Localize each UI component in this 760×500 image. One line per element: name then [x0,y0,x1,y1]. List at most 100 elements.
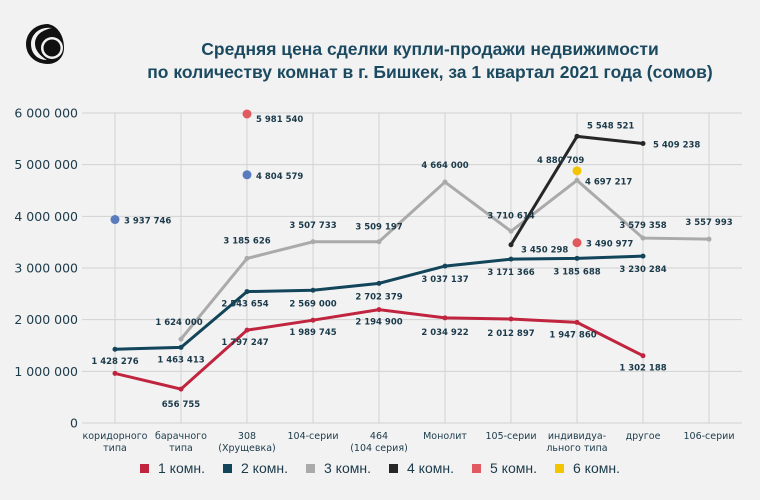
data-point [640,141,646,147]
data-point [572,238,582,248]
legend-swatch [223,463,232,473]
x-tick-label: коридорного [83,431,148,442]
chart-title-line1: Средняя цена сделки купли-продажи недвиж… [201,39,659,59]
y-tick-label: 4 000 000 [14,209,78,224]
data-label: 1 428 276 [91,357,138,367]
line-chart: 0 1 000 000 2 000 000 3 000 000 4 000 000 5 0… [14,106,742,454]
x-tick-label: барачного [155,431,207,442]
company-logo [26,24,64,64]
data-point [640,235,646,241]
data-label: 3 579 358 [619,221,666,231]
legend-item: 6 комн. [555,460,620,476]
data-label: 3 557 993 [685,218,732,228]
data-label: 5 548 521 [587,121,634,131]
data-label: 3 230 284 [619,265,666,275]
data-point [178,336,184,342]
data-point [244,255,250,261]
grid [82,112,742,424]
legend-swatch [389,463,398,473]
x-tick-label: типа [103,443,127,454]
data-label: 1 302 188 [619,364,666,374]
legend-item: 3 комн. [306,460,371,476]
data-label: 4 804 579 [256,172,303,182]
data-label: 3 171 366 [487,268,534,278]
x-tick-label: (Хрущевка) [218,443,276,454]
legend-item: 4 комн. [389,460,454,476]
data-label: 1 624 000 [155,318,202,328]
data-label: 4 697 217 [585,177,632,187]
data-point [244,327,250,333]
data-label: 2 569 000 [289,299,336,309]
x-tick-label: 105-серии [485,431,536,442]
data-label: 4 664 000 [421,161,468,171]
data-point [376,239,382,245]
data-point [574,319,580,325]
x-axis: коридорноготипабарачноготипа308(Хрущевка… [83,431,735,454]
data-label: 1 989 745 [289,328,336,338]
data-label: 3 037 137 [421,275,468,285]
y-tick-label: 3 000 000 [14,261,78,276]
data-label: 1 947 860 [549,330,596,340]
data-label: 3 937 746 [124,217,171,227]
data-point [242,109,252,119]
data-point [178,386,184,392]
x-tick-label: 308 [238,431,256,442]
legend-label: 6 комн. [573,460,620,476]
data-point [574,255,580,261]
legend: 1 комн. 2 комн. 3 комн. 4 комн. 5 комн. 6 ком… [0,460,760,476]
data-point [112,370,118,376]
y-axis: 0 1 000 000 2 000 000 3 000 000 4 000 000 5 0… [14,106,78,431]
data-label: 1 797 247 [221,338,268,348]
data-point [572,166,582,176]
y-tick-label: 0 [70,416,78,431]
data-label: 3 185 626 [223,236,270,246]
series-lines [114,134,710,391]
data-point [310,317,316,323]
data-point [442,315,448,321]
data-labels: 656 755 1 797 247 1 989 745 2 194 900 2 034 … [91,115,732,410]
data-label: 2 194 900 [355,318,402,328]
data-label: 2 034 922 [421,328,468,338]
data-label: 5 981 540 [256,115,303,125]
legend-label: 4 комн. [407,460,454,476]
data-label: 5 409 238 [653,141,700,151]
chart-title-line2: по количеству комнат в г. Бишкек, за 1 к… [147,62,713,82]
x-tick-label: Монолит [423,431,467,442]
data-point [640,353,646,359]
x-tick-label: индивидуа- [548,431,606,442]
data-label: 3 185 688 [553,267,600,277]
data-point [242,170,252,180]
x-tick-label: льного типа [546,443,607,454]
data-label: 656 755 [162,400,201,410]
x-tick-label: 464 [370,431,388,442]
x-tick-label: типа [169,443,193,454]
data-point [178,344,184,350]
data-point [640,253,646,259]
series-points [110,109,712,392]
data-label: 4 880 709 [537,156,584,166]
legend-swatch [140,463,149,473]
data-point [310,239,316,245]
data-point [376,307,382,313]
y-tick-label: 2 000 000 [14,312,78,327]
data-label: 2 702 379 [355,292,402,302]
legend-item: 2 комн. [223,460,288,476]
data-label: 3 710 614 [487,211,534,221]
chart-title: Средняя цена сделки купли-продажи недвиж… [110,38,750,84]
data-label: 3 490 977 [586,240,633,250]
data-point [376,280,382,286]
x-tick-label: (104 серия) [350,443,408,454]
legend-label: 5 комн. [490,460,537,476]
data-point [706,236,712,242]
data-point [574,133,580,139]
x-tick-label: другое [626,431,661,442]
data-label: 3 450 298 [521,246,568,256]
data-point [508,228,514,234]
data-point [442,179,448,185]
legend-label: 2 комн. [241,460,288,476]
y-tick-label: 5 000 000 [14,157,78,172]
data-label: 2 012 897 [487,329,534,339]
data-point [112,346,118,352]
data-label: 1 463 413 [157,355,204,365]
data-point [508,242,514,248]
